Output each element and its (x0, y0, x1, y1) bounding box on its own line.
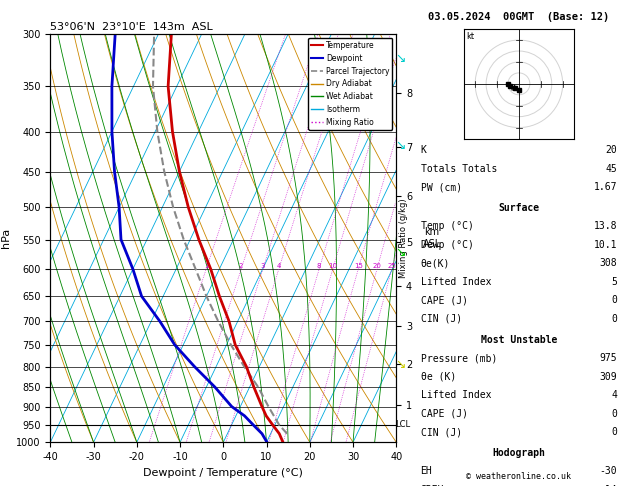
Text: Pressure (mb): Pressure (mb) (421, 353, 497, 363)
Text: 5: 5 (611, 277, 617, 287)
Text: SREH: SREH (421, 485, 444, 486)
Text: 2: 2 (239, 263, 243, 269)
Text: Mixing Ratio (g/kg): Mixing Ratio (g/kg) (399, 198, 408, 278)
Legend: Temperature, Dewpoint, Parcel Trajectory, Dry Adiabat, Wet Adiabat, Isotherm, Mi: Temperature, Dewpoint, Parcel Trajectory… (308, 38, 392, 130)
Text: Lifted Index: Lifted Index (421, 390, 491, 400)
Text: kt: kt (467, 33, 474, 41)
Y-axis label: km
ASL: km ASL (423, 227, 441, 249)
Text: EH: EH (421, 467, 432, 476)
Text: 25: 25 (387, 263, 396, 269)
Text: 20: 20 (606, 145, 617, 155)
Text: 13.8: 13.8 (594, 222, 617, 231)
Text: Lifted Index: Lifted Index (421, 277, 491, 287)
Text: 10.1: 10.1 (594, 240, 617, 250)
Text: CIN (J): CIN (J) (421, 314, 462, 324)
Text: ↘: ↘ (396, 52, 406, 65)
Text: 4: 4 (277, 263, 281, 269)
Y-axis label: hPa: hPa (1, 228, 11, 248)
X-axis label: Dewpoint / Temperature (°C): Dewpoint / Temperature (°C) (143, 468, 303, 478)
Text: CIN (J): CIN (J) (421, 427, 462, 437)
Text: 0: 0 (611, 314, 617, 324)
Text: 45: 45 (606, 164, 617, 174)
Text: 975: 975 (599, 353, 617, 363)
Text: 4: 4 (611, 390, 617, 400)
Text: 20: 20 (372, 263, 381, 269)
Text: 0: 0 (611, 427, 617, 437)
Text: 1.67: 1.67 (594, 182, 617, 192)
Text: LCL: LCL (395, 420, 410, 429)
Text: 0: 0 (611, 409, 617, 418)
Text: -14: -14 (599, 485, 617, 486)
Text: 10: 10 (328, 263, 337, 269)
Text: ↘: ↘ (396, 358, 406, 371)
Text: θe(K): θe(K) (421, 259, 450, 268)
Text: 1: 1 (204, 263, 208, 269)
Text: -30: -30 (599, 467, 617, 476)
Text: © weatheronline.co.uk: © weatheronline.co.uk (467, 472, 571, 481)
Text: Totals Totals: Totals Totals (421, 164, 497, 174)
Text: Hodograph: Hodograph (493, 448, 545, 458)
Text: Dewp (°C): Dewp (°C) (421, 240, 474, 250)
Text: CAPE (J): CAPE (J) (421, 409, 467, 418)
Text: 309: 309 (599, 372, 617, 382)
Text: θe (K): θe (K) (421, 372, 456, 382)
Text: 53°06'N  23°10'E  143m  ASL: 53°06'N 23°10'E 143m ASL (50, 22, 213, 32)
Text: 8: 8 (317, 263, 321, 269)
Text: PW (cm): PW (cm) (421, 182, 462, 192)
Text: Temp (°C): Temp (°C) (421, 222, 474, 231)
Text: 308: 308 (599, 259, 617, 268)
Text: CAPE (J): CAPE (J) (421, 295, 467, 305)
Text: 03.05.2024  00GMT  (Base: 12): 03.05.2024 00GMT (Base: 12) (428, 12, 610, 22)
Text: 15: 15 (354, 263, 363, 269)
Text: ↘: ↘ (396, 139, 406, 152)
Text: Surface: Surface (498, 203, 540, 213)
Text: 3: 3 (260, 263, 265, 269)
Text: ↘: ↘ (396, 246, 406, 259)
Text: Most Unstable: Most Unstable (481, 335, 557, 345)
Text: 0: 0 (611, 295, 617, 305)
Text: K: K (421, 145, 426, 155)
